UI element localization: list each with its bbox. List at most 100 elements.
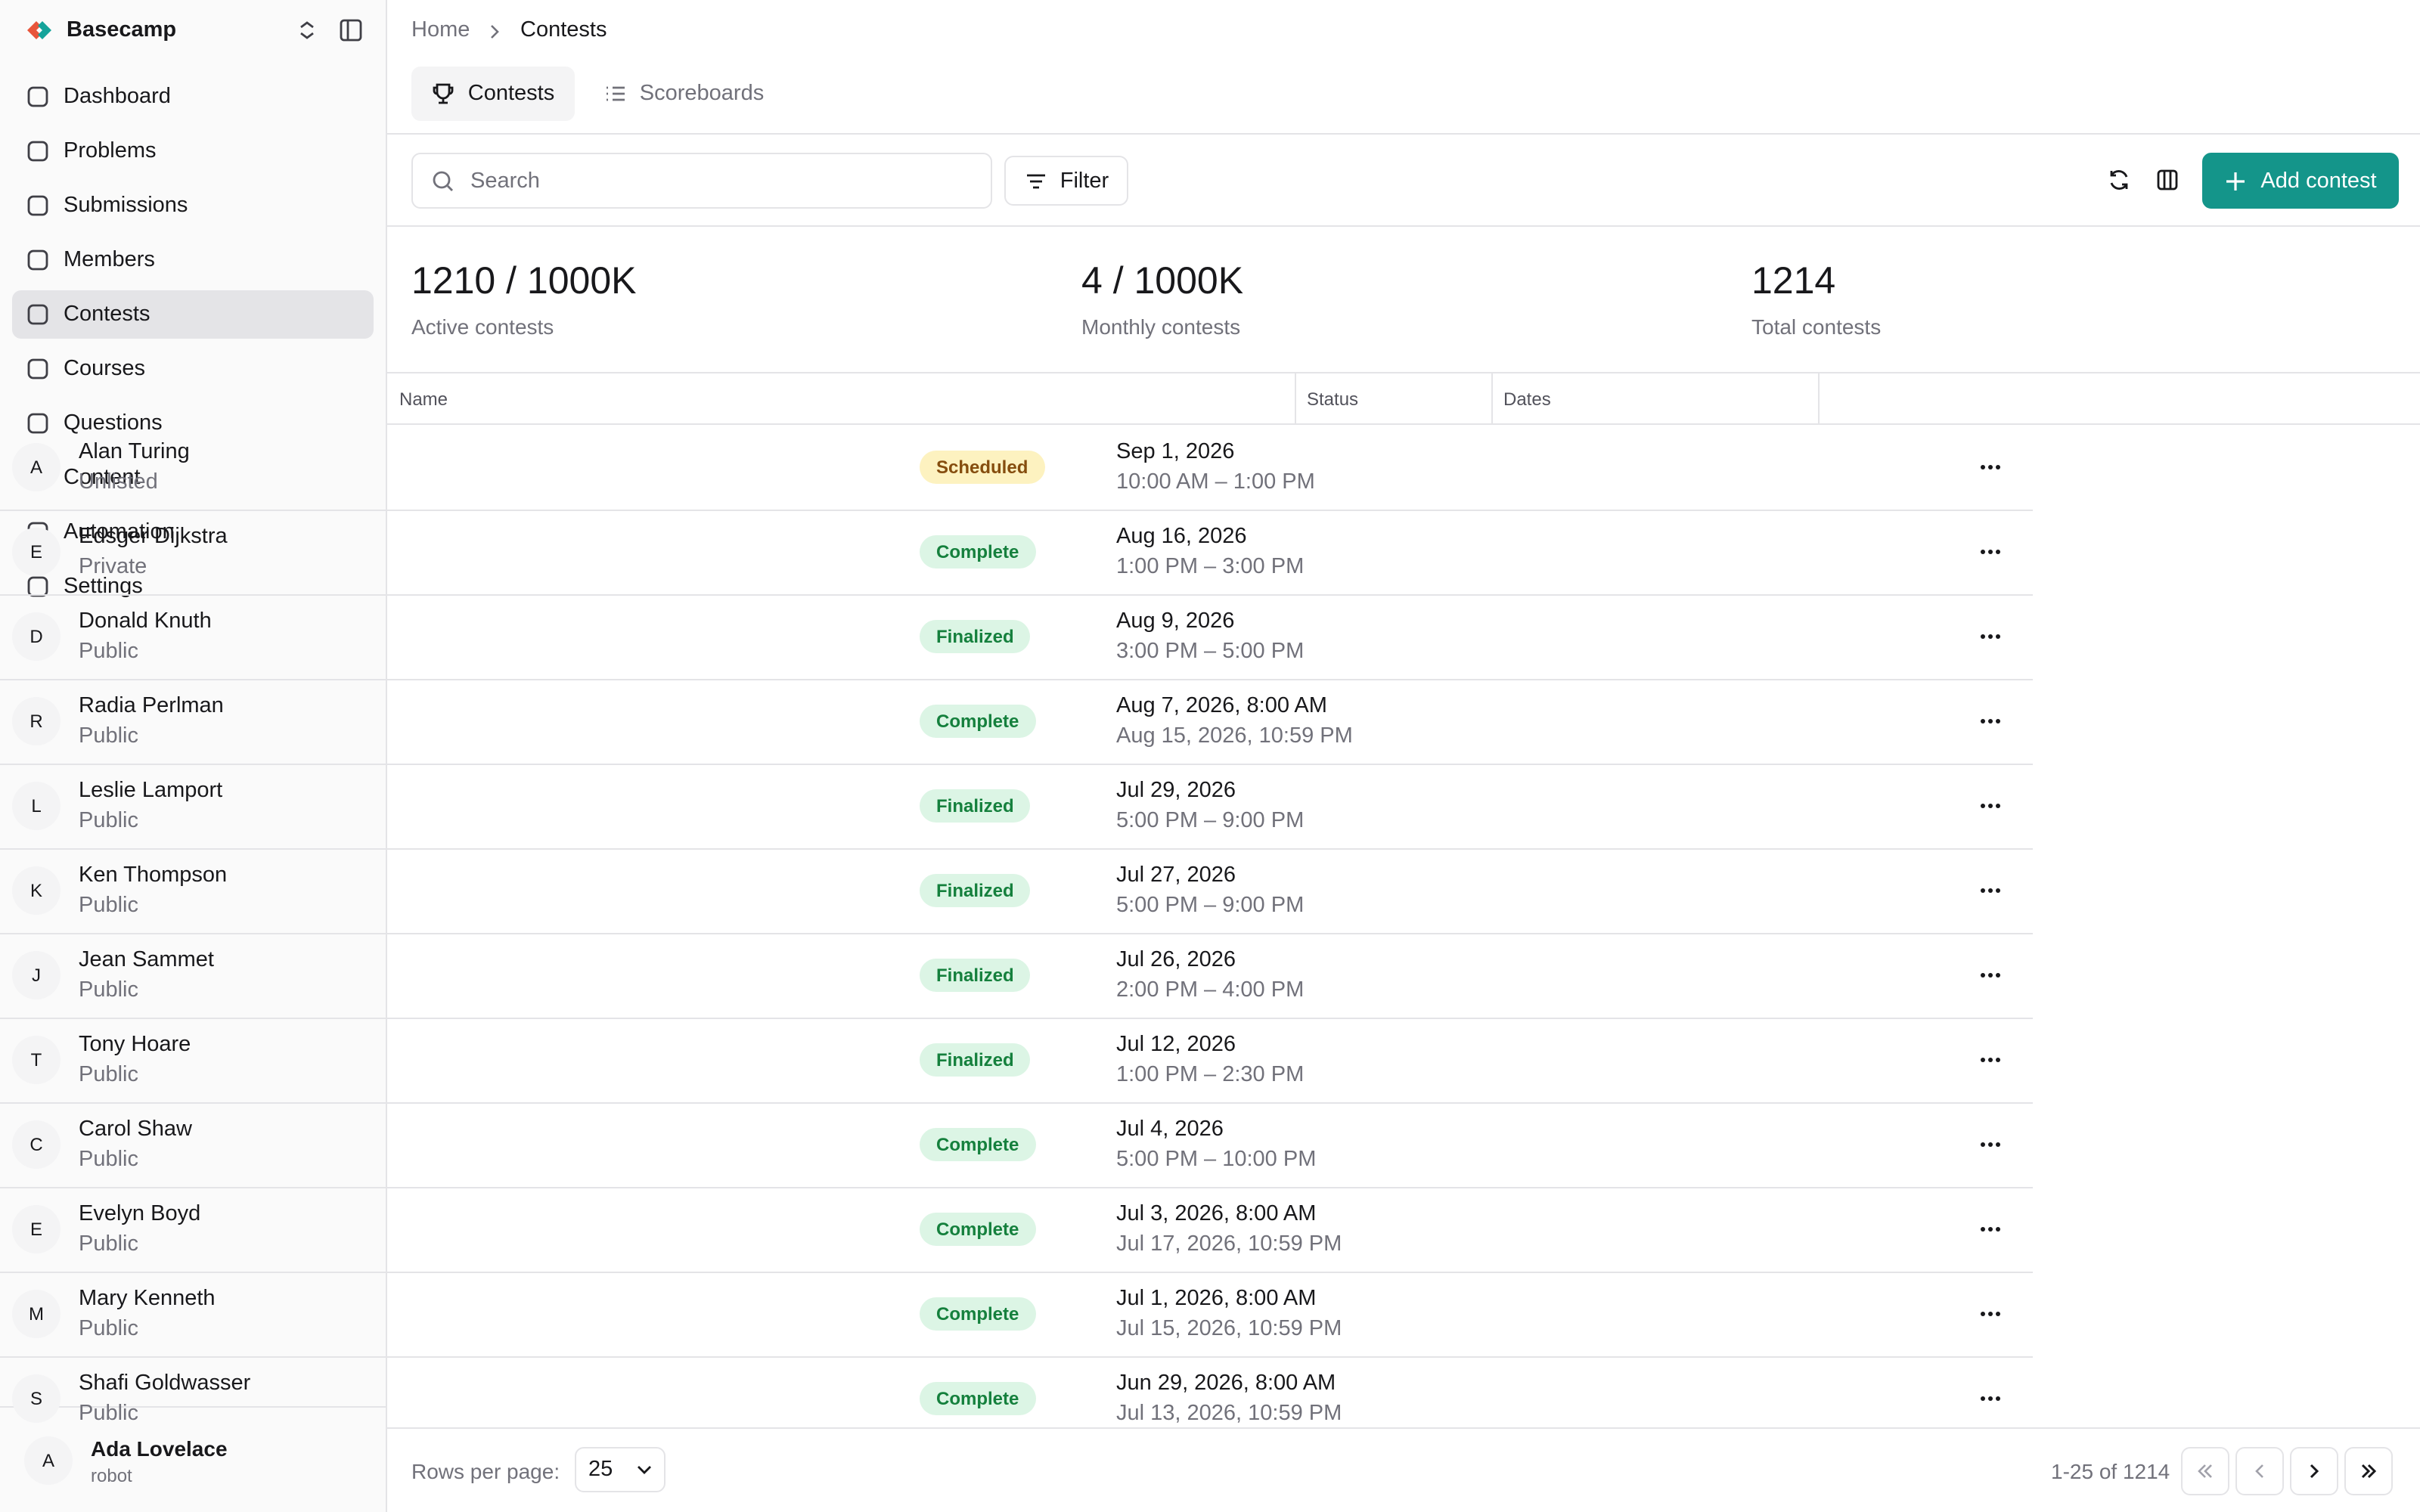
nav-item[interactable]: Members xyxy=(12,236,374,284)
filter-button[interactable]: Filter xyxy=(1004,156,1128,206)
row-menu[interactable] xyxy=(1978,1136,2003,1154)
date-range: 5:00 PM – 10:00 PM xyxy=(1116,1148,1317,1172)
next-page[interactable] xyxy=(2290,1447,2338,1495)
row-menu[interactable] xyxy=(1978,1305,2003,1323)
date-start: Jul 1, 2026, 8:00 AM xyxy=(1116,1287,1317,1311)
nav-label: Problems xyxy=(64,139,157,163)
add-contest-button[interactable]: Add contest xyxy=(2202,153,2399,209)
divider xyxy=(0,1406,386,1408)
contest-name: Shafi Goldwasser xyxy=(79,1371,251,1396)
visibility: Public xyxy=(79,1232,138,1256)
date-range: Jul 13, 2026, 10:59 PM xyxy=(1116,1402,1342,1426)
date-range: 5:00 PM – 9:00 PM xyxy=(1116,809,1305,833)
table-row[interactable]: E Evelyn Boyd Public Complete Jul 3, 2026, 8… xyxy=(0,1187,2033,1273)
tab-label: Scoreboards xyxy=(639,82,765,106)
visibility: Public xyxy=(79,894,138,918)
table-row[interactable]: S Shafi Goldwasser Public Complete Jun 29, 2… xyxy=(0,1356,2033,1427)
search-placeholder: Search xyxy=(470,169,540,193)
first-page[interactable] xyxy=(2181,1447,2229,1495)
row-menu[interactable] xyxy=(1978,712,2003,730)
stat-label: Monthly contests xyxy=(1081,314,1241,339)
switch-icon[interactable] xyxy=(296,20,318,41)
date-start: Jul 27, 2026 xyxy=(1116,863,1236,888)
date-range: 1:00 PM – 2:30 PM xyxy=(1116,1063,1305,1087)
last-page[interactable] xyxy=(2344,1447,2393,1495)
refresh-icon[interactable] xyxy=(2107,168,2131,192)
table-row[interactable]: M Mary Kenneth Public Complete Jul 1, 2026, … xyxy=(0,1272,2033,1358)
row-menu[interactable] xyxy=(1978,627,2003,646)
rows-select[interactable]: 25 xyxy=(575,1447,666,1492)
table-row[interactable]: J Jean Sammet Public Finalized Jul 26, 2026 2… xyxy=(0,933,2033,1019)
header-cell: Status xyxy=(1307,373,1493,423)
avatar: E xyxy=(12,528,60,576)
status-badge: Complete xyxy=(920,1213,1036,1246)
row-menu[interactable] xyxy=(1978,1220,2003,1238)
date-start: Jun 29, 2026, 8:00 AM xyxy=(1116,1371,1336,1396)
table-header: Name Status Dates xyxy=(387,372,2420,425)
table-row[interactable]: E Edsger Dijkstra Private Complete Aug 16, 2… xyxy=(0,510,2033,596)
row-menu[interactable] xyxy=(1978,458,2003,476)
search[interactable]: Search xyxy=(411,153,992,209)
nav-item[interactable]: Problems xyxy=(12,127,374,175)
nav-item[interactable]: Submissions xyxy=(12,181,374,230)
status-badge: Finalized xyxy=(920,789,1031,823)
tab-contests[interactable]: Contests xyxy=(411,67,575,121)
logo xyxy=(27,21,51,39)
date-range: 3:00 PM – 5:00 PM xyxy=(1116,640,1305,664)
status-badge: Finalized xyxy=(920,1043,1031,1077)
table-row[interactable]: K Ken Thompson Public Finalized Jul 27, 2026… xyxy=(0,848,2033,934)
visibility: Unlisted xyxy=(79,470,158,494)
header-cell: Dates xyxy=(1503,373,1820,423)
date-range: 5:00 PM – 9:00 PM xyxy=(1116,894,1305,918)
avatar: A xyxy=(12,443,60,491)
contest-name: Radia Perlman xyxy=(79,694,224,718)
prev-page[interactable] xyxy=(2235,1447,2284,1495)
table-row[interactable]: R Radia Perlman Public Complete Aug 7, 2026,… xyxy=(0,679,2033,765)
divider xyxy=(387,225,2420,227)
table-row[interactable]: T Tony Hoare Public Finalized Jul 12, 2026 1:… xyxy=(0,1018,2033,1104)
avatar: M xyxy=(12,1290,60,1338)
row-menu[interactable] xyxy=(1978,881,2003,900)
contest-name: Leslie Lamport xyxy=(79,779,223,803)
nav-icon xyxy=(27,195,48,216)
date-start: Aug 9, 2026 xyxy=(1116,609,1235,634)
row-menu[interactable] xyxy=(1978,966,2003,984)
nav-label: Submissions xyxy=(64,194,188,218)
add-label: Add contest xyxy=(2260,169,2377,193)
date-start: Sep 1, 2026 xyxy=(1116,440,1235,464)
contest-name: Tony Hoare xyxy=(79,1033,191,1057)
breadcrumb-home[interactable]: Home xyxy=(411,18,470,42)
nav-item[interactable]: Courses xyxy=(12,345,374,393)
nav-label: Dashboard xyxy=(64,85,171,109)
row-menu[interactable] xyxy=(1978,1051,2003,1069)
nav-icon xyxy=(27,249,48,271)
nav-label: Questions xyxy=(64,411,163,435)
nav-icon xyxy=(27,358,48,380)
visibility: Public xyxy=(79,1402,138,1426)
row-menu[interactable] xyxy=(1978,797,2003,815)
table-row[interactable]: C Carol Shaw Public Complete Jul 4, 2026 5:00… xyxy=(0,1102,2033,1188)
visibility: Public xyxy=(79,724,138,748)
rows-value: 25 xyxy=(588,1458,613,1482)
visibility: Public xyxy=(79,1063,138,1087)
columns-icon[interactable] xyxy=(2155,168,2180,192)
contest-name: Alan Turing xyxy=(79,440,190,464)
tab-scoreboards[interactable]: Scoreboards xyxy=(590,67,777,121)
table-row[interactable]: L Leslie Lamport Public Finalized Jul 29, 20… xyxy=(0,764,2033,850)
row-menu[interactable] xyxy=(1978,543,2003,561)
nav-item[interactable]: Contests xyxy=(12,290,374,339)
nav-item[interactable]: Dashboard xyxy=(12,73,374,121)
stat-label: Total contests xyxy=(1751,314,1882,339)
status-badge: Complete xyxy=(920,1128,1036,1161)
visibility: Private xyxy=(79,555,147,579)
table-row[interactable]: A Alan Turing Unlisted Scheduled Sep 1, 2026… xyxy=(0,425,2033,511)
table-row[interactable]: D Donald Knuth Public Finalized Aug 9, 2026 3… xyxy=(0,594,2033,680)
avatar: C xyxy=(12,1120,60,1169)
row-menu[interactable] xyxy=(1978,1390,2003,1408)
collapse-icon[interactable] xyxy=(339,18,363,42)
stat-label: Active contests xyxy=(411,314,554,339)
contest-name: Ken Thompson xyxy=(79,863,228,888)
nav-item[interactable]: Questions xyxy=(12,399,374,448)
user-role: robot xyxy=(91,1465,132,1486)
visibility: Public xyxy=(79,978,138,1002)
